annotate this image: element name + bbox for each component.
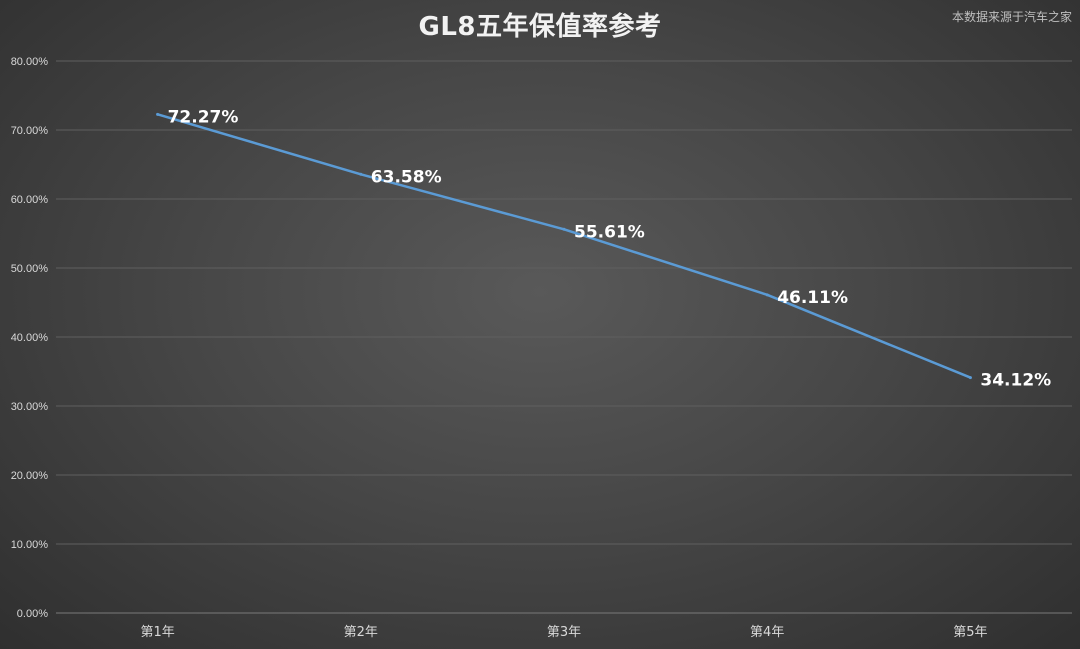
y-tick-label: 30.00% — [11, 401, 49, 413]
data-point — [359, 172, 363, 176]
y-tick-label: 60.00% — [11, 194, 49, 206]
x-tick-label: 第1年 — [140, 625, 174, 640]
y-tick-label: 10.00% — [11, 539, 49, 551]
data-point — [156, 112, 160, 116]
y-tick-label: 20.00% — [11, 470, 49, 482]
data-label: 46.11% — [777, 288, 848, 308]
y-tick-label: 40.00% — [11, 332, 49, 344]
data-label: 55.61% — [574, 222, 645, 242]
chart-title: GL8五年保值率参考 — [418, 12, 662, 42]
y-tick-label: 50.00% — [11, 263, 49, 275]
data-label: 72.27% — [168, 107, 239, 127]
data-label: 63.58% — [371, 167, 442, 187]
data-point — [765, 293, 769, 297]
data-point — [968, 376, 972, 380]
x-tick-label: 第2年 — [344, 625, 378, 640]
x-tick-label: 第4年 — [750, 625, 784, 640]
y-tick-label: 0.00% — [17, 608, 48, 620]
y-tick-label: 70.00% — [11, 125, 49, 137]
data-label: 34.12% — [980, 371, 1051, 391]
series-line — [156, 113, 972, 379]
source-note: 本数据来源于汽车之家 — [951, 10, 1072, 24]
x-tick-label: 第3年 — [547, 625, 581, 640]
data-point — [562, 227, 566, 231]
y-tick-label: 80.00% — [11, 56, 49, 68]
x-tick-label: 第5年 — [953, 625, 987, 640]
